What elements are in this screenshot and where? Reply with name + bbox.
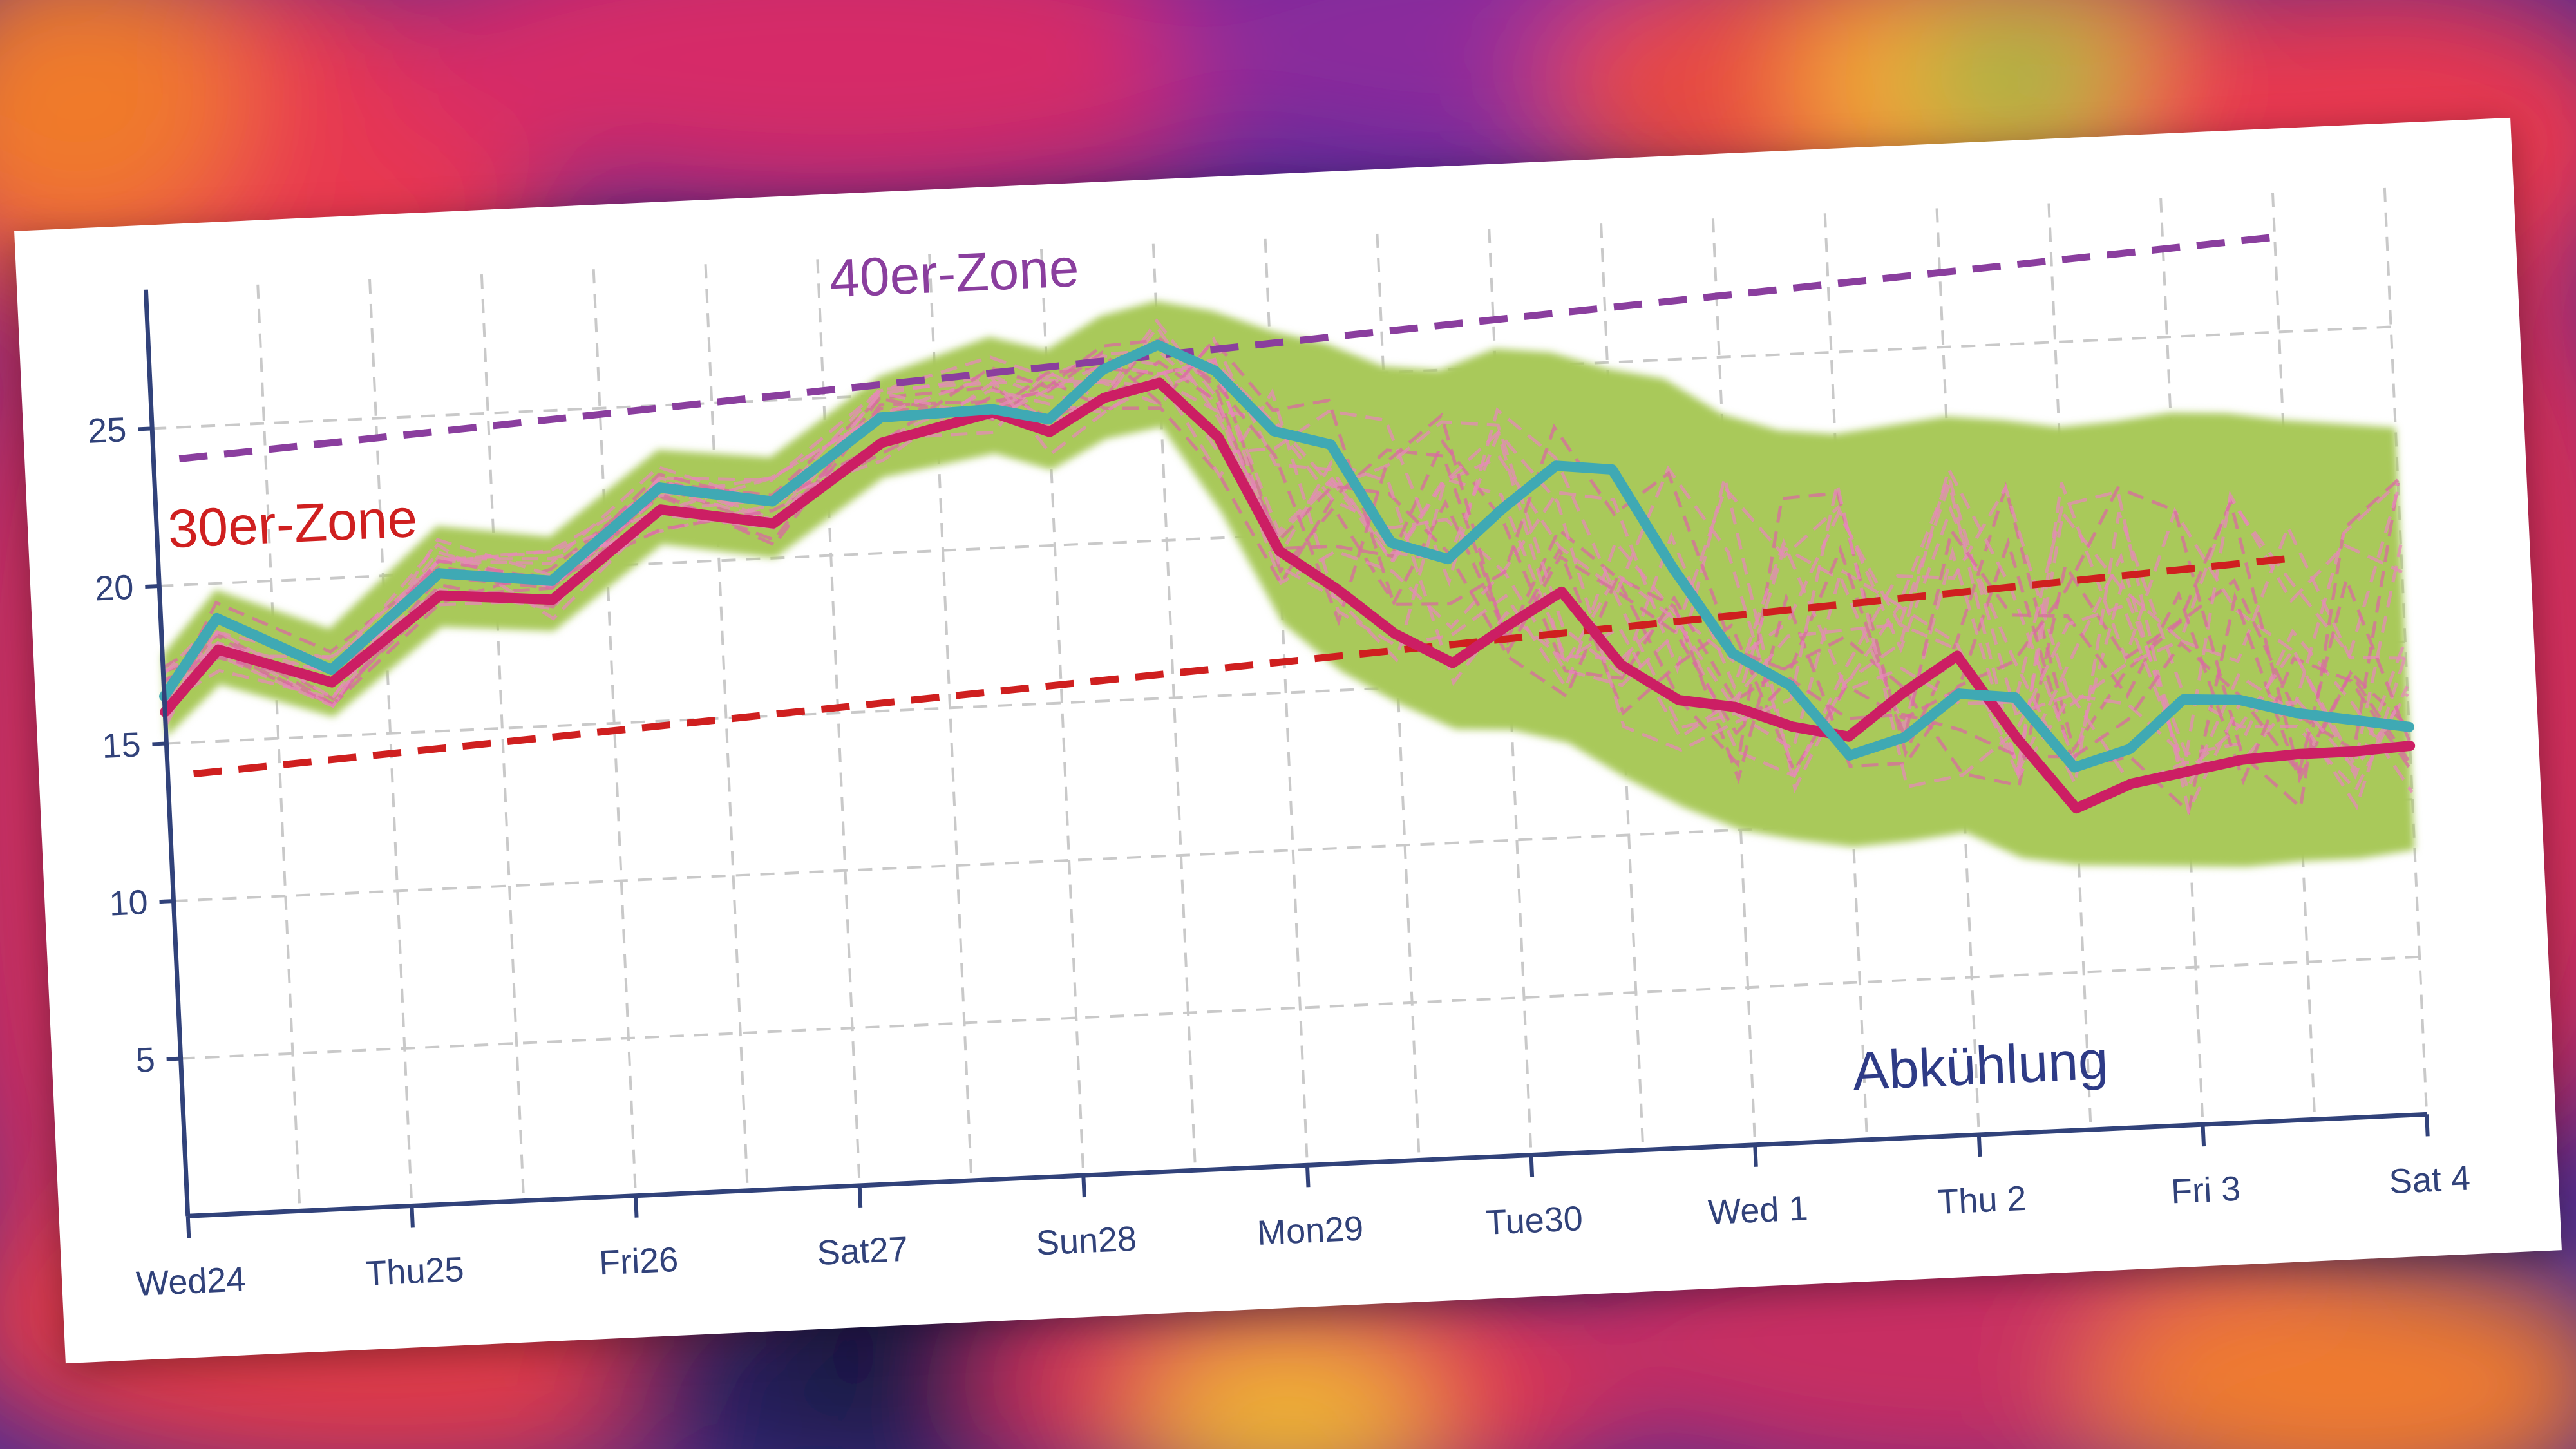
x-tick-mark <box>1081 1175 1086 1198</box>
y-tick-label: 20 <box>94 568 135 609</box>
x-tick-mark <box>2201 1124 2206 1147</box>
x-tick-label: Fri 3 <box>2170 1170 2242 1211</box>
vertical-gridline <box>1711 218 1757 1145</box>
y-axis <box>143 289 191 1217</box>
ensemble-member-stroke <box>163 359 2400 811</box>
annotation-label: Abkühlung <box>1852 1029 2110 1101</box>
vertical-gridline <box>480 274 526 1201</box>
x-tick-mark <box>410 1206 415 1228</box>
zone-lines <box>178 234 2286 778</box>
vertical-gridline <box>816 259 861 1186</box>
x-tick-mark <box>185 1216 191 1238</box>
x-tick-label: Sat 4 <box>2388 1159 2471 1201</box>
x-tick-mark <box>1529 1155 1535 1177</box>
x-tick-mark <box>634 1195 639 1218</box>
x-tick-label: Mon29 <box>1256 1209 1365 1253</box>
y-tick-mark <box>145 583 160 589</box>
x-tick-mark <box>1976 1134 1982 1157</box>
x-tick-label: Wed24 <box>135 1260 247 1303</box>
ensemble-member-stroke <box>163 374 2400 771</box>
y-tick-mark <box>138 426 153 431</box>
series-line-magenta <box>160 377 2416 814</box>
x-tick-mark <box>1753 1144 1758 1167</box>
zone-line <box>193 555 2286 778</box>
ensemble-member-stroke <box>164 366 2408 811</box>
x-tick-mark <box>1305 1165 1311 1188</box>
x-tick-mark <box>857 1185 863 1208</box>
x-tick-label: Sun28 <box>1036 1219 1138 1262</box>
annotation-label: 40er-Zone <box>828 237 1080 308</box>
y-tick-label: 5 <box>135 1041 156 1080</box>
ensemble-member-stroke <box>163 357 2407 789</box>
ensemble-member-stroke <box>162 377 2412 815</box>
axes <box>138 289 2430 1238</box>
ensemble-member-stroke <box>163 324 2407 779</box>
y-tick-label: 25 <box>87 410 128 451</box>
series-line-teal <box>159 339 2414 773</box>
x-tick-label: Tue30 <box>1484 1199 1584 1242</box>
ensemble-spread-band <box>162 301 2415 867</box>
ensemble-member-stroke <box>162 318 2409 787</box>
x-tick-label: Wed 1 <box>1707 1189 1809 1232</box>
forecast-series <box>159 339 2416 814</box>
vertical-gridline <box>2271 193 2316 1120</box>
y-tick-label: 15 <box>101 725 142 766</box>
horizontal-gridline <box>152 325 2391 430</box>
vertical-gridline <box>704 264 749 1191</box>
annotation-label: 30er-Zone <box>167 488 419 559</box>
x-tick-mark <box>2425 1114 2430 1137</box>
vertical-gridline <box>2047 203 2092 1130</box>
vertical-gridline <box>1823 213 1869 1140</box>
y-tick-label: 10 <box>108 883 149 923</box>
x-tick-label: Thu25 <box>365 1250 465 1293</box>
ensemble-forecast-chart: 5 10 15 20 25 Wed24 Thu25 Fri26 Sat27 Sun28 Mon29 T… <box>87 187 2471 1303</box>
vertical-gridline <box>368 279 413 1206</box>
x-tick-label: Sat27 <box>816 1230 909 1273</box>
vertical-gridline <box>256 284 301 1211</box>
vertical-gridline <box>2159 198 2204 1125</box>
x-tick-label: Thu 2 <box>1937 1179 2027 1222</box>
y-tick-mark <box>159 899 174 904</box>
horizontal-gridline <box>180 955 2420 1060</box>
zone-line <box>178 234 2271 462</box>
labels: 5 10 15 20 25 Wed24 Thu25 Fri26 Sat27 Sun28 Mon29 T… <box>87 237 2471 1303</box>
x-tick-label: Fri26 <box>598 1240 679 1283</box>
vertical-gridline <box>592 269 638 1196</box>
chart-card: 5 10 15 20 25 Wed24 Thu25 Fri26 Sat27 Sun28 Mon29 T… <box>14 117 2562 1364</box>
vertical-gridline <box>2383 187 2429 1115</box>
